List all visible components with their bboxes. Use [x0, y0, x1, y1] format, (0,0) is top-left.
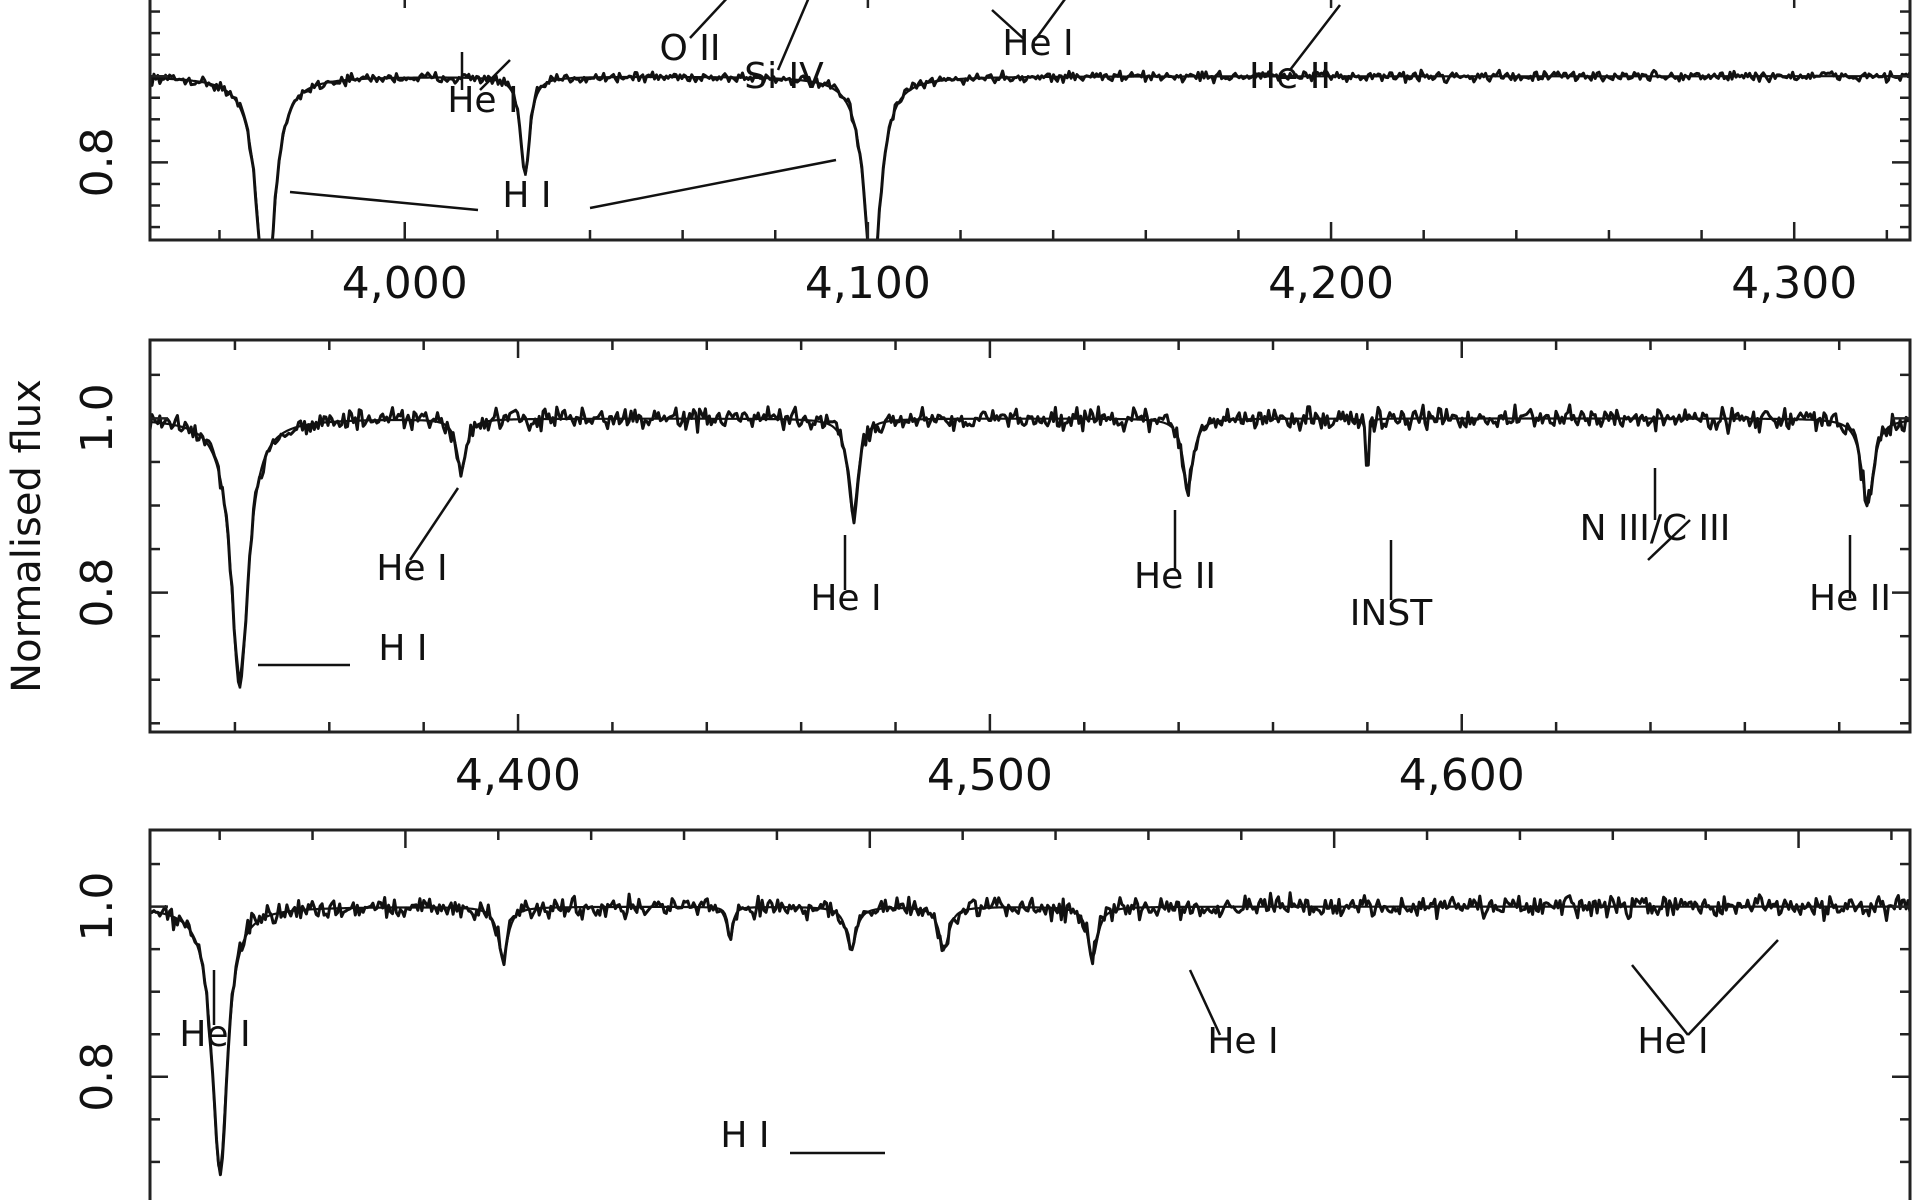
x-tick-label: 4,500: [927, 750, 1053, 801]
line-id-label: He I: [1637, 1021, 1708, 1062]
annotation-leader-line: [479, 59, 511, 91]
line-id-label: O II: [659, 28, 720, 69]
x-tick-label: 4,600: [1399, 750, 1525, 801]
annotation-leader-line: [589, 158, 837, 210]
annotation-leader-line: [1289, 4, 1341, 71]
y-tick-label: 0.8: [72, 1042, 123, 1112]
x-tick-label: 4,400: [455, 750, 581, 801]
annotation-leader-line: [1647, 519, 1691, 561]
annotation-leader-line: [776, 0, 810, 71]
x-tick-label: 4,100: [805, 258, 931, 309]
annotation-leader-line: [689, 0, 728, 39]
panel-frame: [148, 338, 1912, 734]
panel-frame: [148, 0, 1912, 242]
annotation-leader-line: [1033, 0, 1066, 41]
y-tick-label: 1.0: [72, 872, 123, 942]
annotation-leader-line: [991, 9, 1026, 41]
y-tick-label: 0.8: [72, 558, 123, 628]
line-id-label: He II: [1249, 56, 1331, 97]
line-id-label: Si IV: [744, 56, 824, 97]
annotation-leader-line: [408, 487, 460, 561]
y-tick-label: 0.8: [72, 127, 123, 197]
x-tick-label: 4,000: [342, 258, 468, 309]
observed-spectrum-line: [150, 68, 1910, 240]
panel-bottom: 1.00.8He I He I He IH I: [72, 828, 1912, 1200]
y-tick-label: 1.0: [72, 383, 123, 453]
line-id-label: H I: [378, 628, 427, 669]
x-tick-label: 4,300: [1731, 258, 1857, 309]
observed-spectrum-line: [150, 403, 1910, 684]
x-tick-label: 4,200: [1268, 258, 1394, 309]
panel-frame: [148, 828, 1912, 1200]
line-id-label: He I: [376, 548, 447, 589]
annotation-leader-line: [1631, 964, 1689, 1036]
line-id-label: H I: [720, 1115, 769, 1156]
annotation-leader-line: [289, 190, 479, 212]
observed-spectrum-line: [150, 891, 1910, 1177]
annotation-leader-line: [1188, 969, 1222, 1036]
line-id-label: He I: [1207, 1021, 1278, 1062]
y-axis-label: Normalised flux: [4, 379, 50, 693]
annotation-leader-line: [1687, 939, 1779, 1036]
line-id-label: H I: [502, 175, 551, 216]
panel-middle: 4,400 4,500 4,600 1.0 0.8 Normalised flux He I…: [4, 338, 1912, 801]
